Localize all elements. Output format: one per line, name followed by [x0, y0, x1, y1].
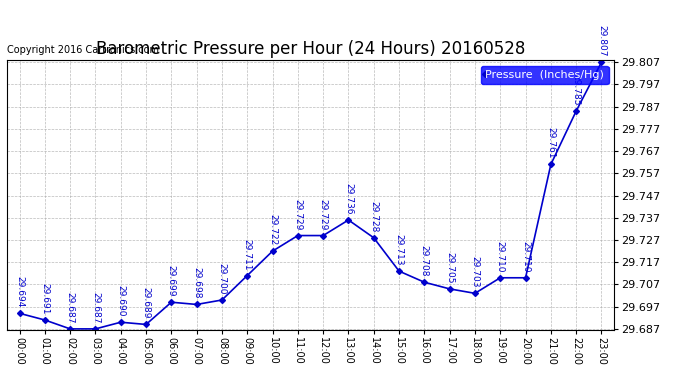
Text: 29.690: 29.690 [116, 285, 126, 316]
Text: 29.700: 29.700 [217, 263, 226, 294]
Pressure  (Inches/Hg) [471, 291, 479, 296]
Pressure  (Inches/Hg) [218, 298, 226, 302]
Pressure  (Inches/Hg) [370, 236, 378, 240]
Pressure  (Inches/Hg) [268, 249, 277, 254]
Text: 29.687: 29.687 [66, 292, 75, 323]
Text: 29.698: 29.698 [192, 267, 201, 299]
Text: 29.729: 29.729 [293, 199, 302, 230]
Pressure  (Inches/Hg) [546, 162, 555, 167]
Text: 29.703: 29.703 [471, 256, 480, 288]
Pressure  (Inches/Hg) [598, 60, 606, 64]
Pressure  (Inches/Hg) [167, 300, 175, 304]
Pressure  (Inches/Hg) [91, 327, 99, 331]
Text: 29.710: 29.710 [521, 241, 530, 272]
Pressure  (Inches/Hg) [395, 269, 403, 273]
Text: 29.694: 29.694 [15, 276, 24, 308]
Text: 29.699: 29.699 [167, 265, 176, 297]
Pressure  (Inches/Hg) [243, 273, 251, 278]
Text: 29.705: 29.705 [445, 252, 454, 284]
Pressure  (Inches/Hg) [41, 318, 49, 322]
Text: 29.807: 29.807 [597, 25, 606, 57]
Pressure  (Inches/Hg) [319, 233, 327, 238]
Text: 29.785: 29.785 [571, 74, 581, 105]
Text: 29.761: 29.761 [546, 128, 555, 159]
Pressure  (Inches/Hg) [193, 302, 201, 307]
Pressure  (Inches/Hg) [522, 276, 530, 280]
Text: 29.708: 29.708 [420, 245, 429, 277]
Pressure  (Inches/Hg) [420, 280, 428, 285]
Pressure  (Inches/Hg) [446, 286, 454, 291]
Pressure  (Inches/Hg) [66, 327, 75, 331]
Text: 29.722: 29.722 [268, 214, 277, 246]
Text: Copyright 2016 Cartronics.com: Copyright 2016 Cartronics.com [7, 45, 159, 55]
Text: 29.711: 29.711 [243, 238, 252, 270]
Pressure  (Inches/Hg) [572, 109, 580, 113]
Text: 29.728: 29.728 [369, 201, 378, 232]
Pressure  (Inches/Hg) [117, 320, 125, 324]
Text: 29.687: 29.687 [91, 292, 100, 323]
Text: 29.691: 29.691 [40, 283, 50, 315]
Text: 29.689: 29.689 [141, 287, 150, 319]
Line: Pressure  (Inches/Hg): Pressure (Inches/Hg) [17, 60, 604, 331]
Pressure  (Inches/Hg) [15, 311, 23, 316]
Text: 29.729: 29.729 [319, 199, 328, 230]
Text: 29.710: 29.710 [495, 241, 505, 272]
Pressure  (Inches/Hg) [142, 322, 150, 327]
Title: Barometric Pressure per Hour (24 Hours) 20160528: Barometric Pressure per Hour (24 Hours) … [96, 40, 525, 58]
Text: 29.736: 29.736 [344, 183, 353, 214]
Text: 29.713: 29.713 [395, 234, 404, 266]
Legend: Pressure  (Inches/Hg): Pressure (Inches/Hg) [481, 66, 609, 84]
Pressure  (Inches/Hg) [496, 276, 504, 280]
Pressure  (Inches/Hg) [294, 233, 302, 238]
Pressure  (Inches/Hg) [344, 218, 353, 222]
